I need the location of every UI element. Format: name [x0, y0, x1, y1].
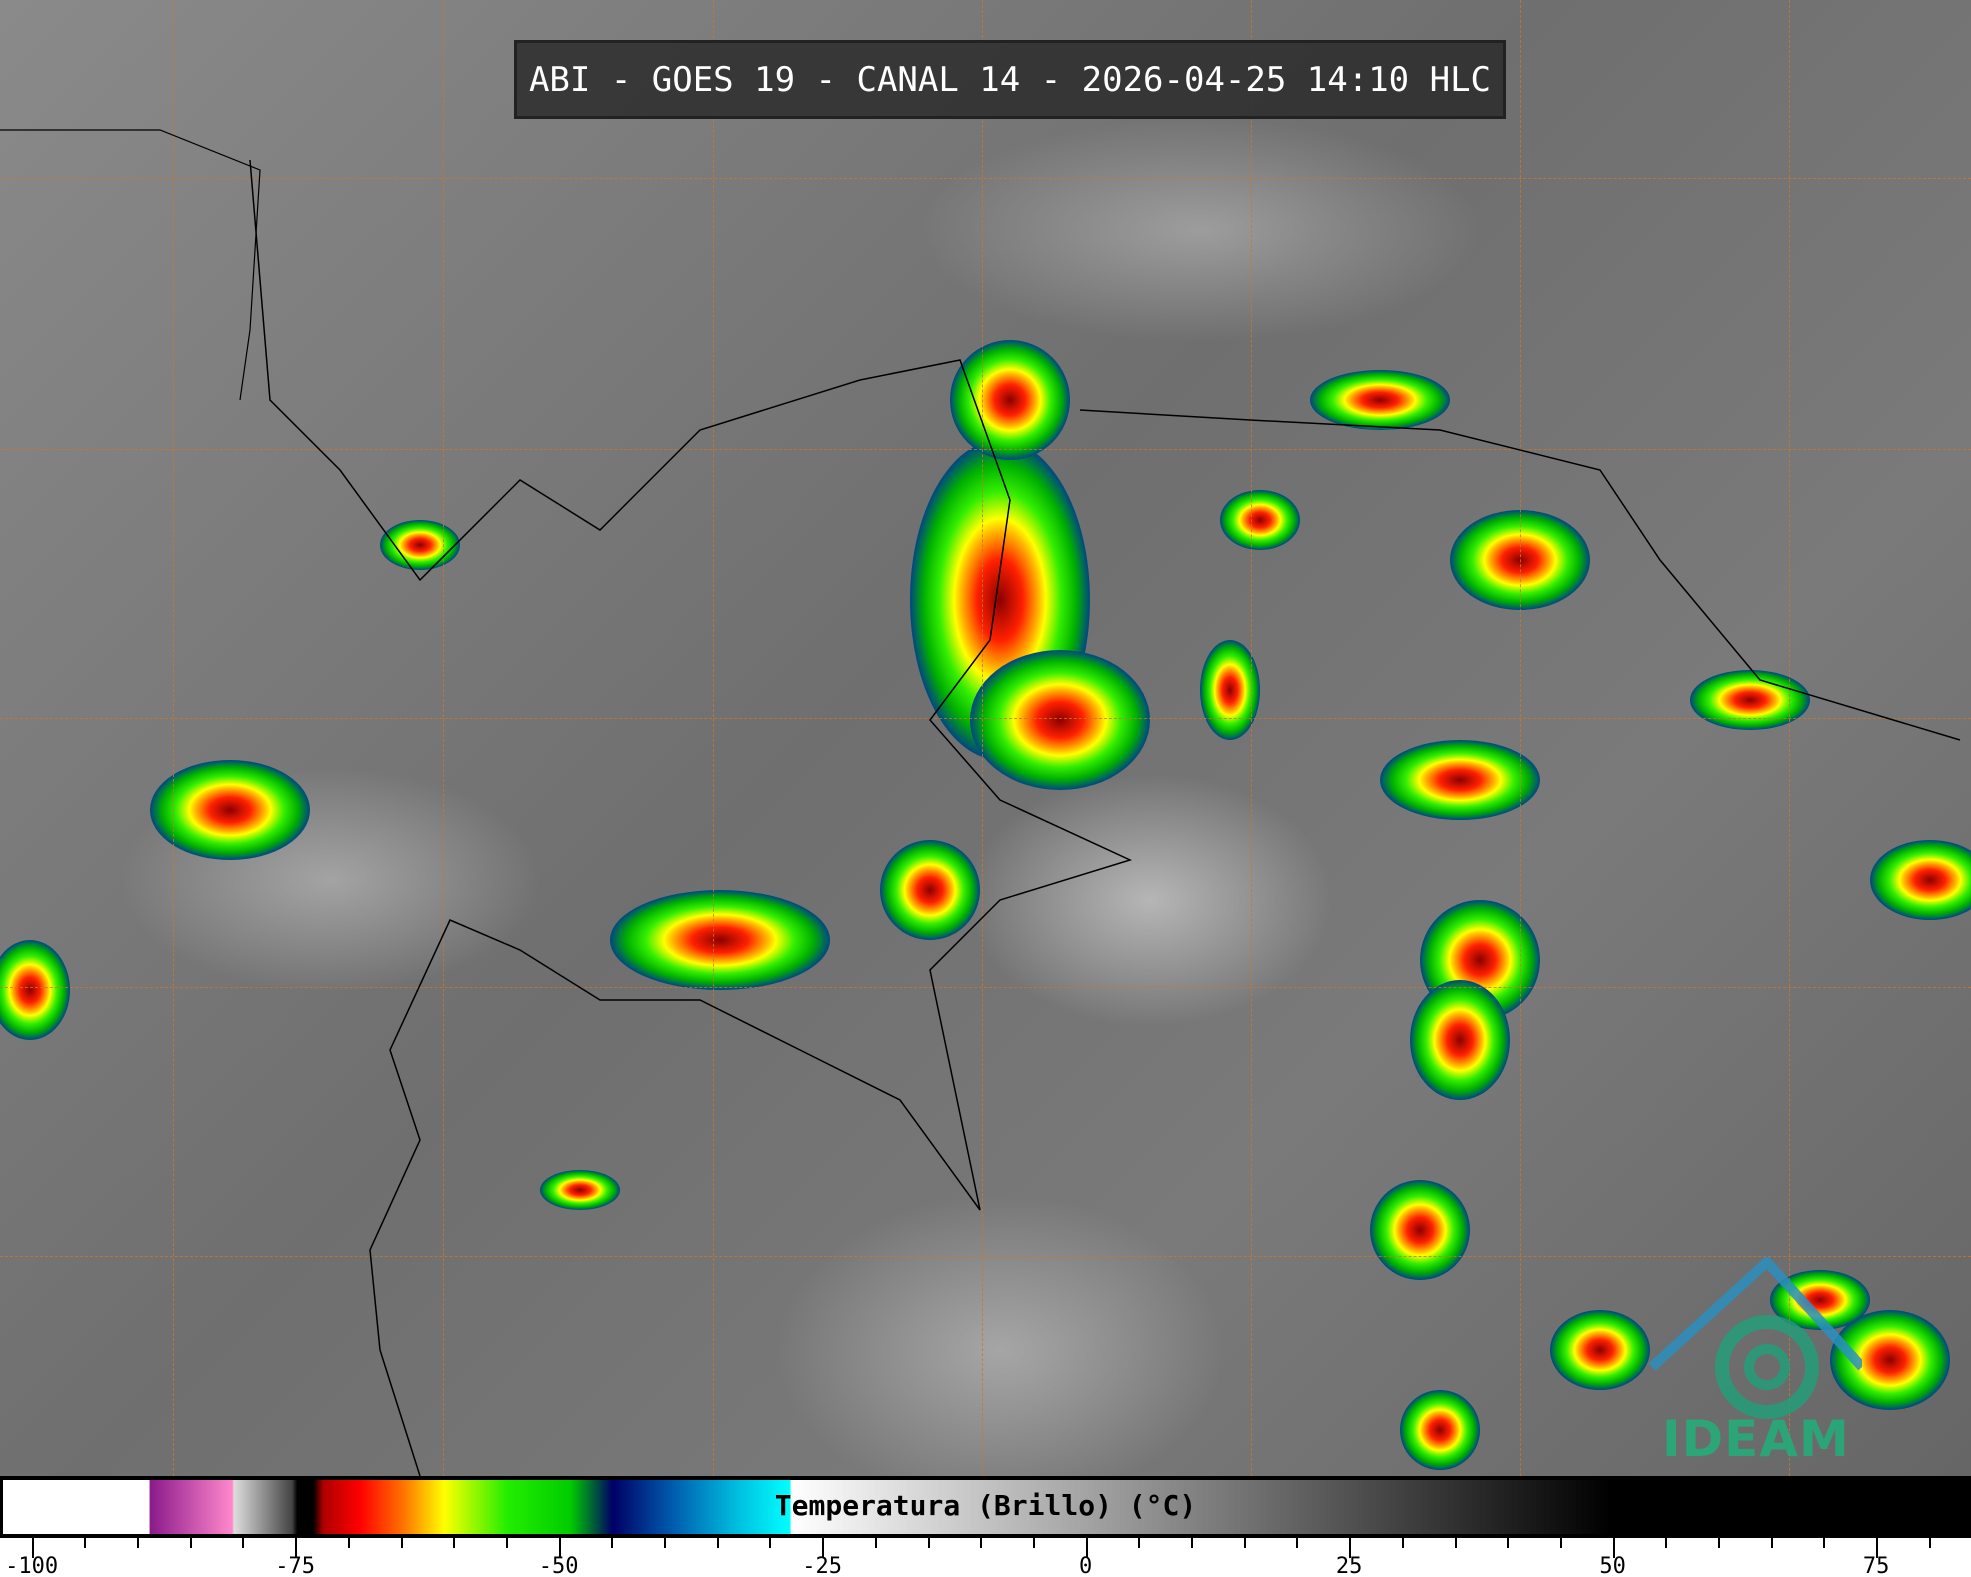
image-title: ABI - GOES 19 - CANAL 14 - 2026-04-25 14… [528, 59, 1492, 100]
convective-cloud [1220, 490, 1300, 550]
minor-tick [1032, 1538, 1035, 1548]
major-tick [1349, 1538, 1352, 1558]
major-tick [822, 1538, 825, 1558]
colorbar: Temperatura (Brillo) (°C) [0, 1476, 1971, 1538]
minor-tick [1401, 1538, 1404, 1548]
convective-cloud [1310, 370, 1450, 430]
minor-tick [927, 1538, 930, 1548]
tick-label: -100 [5, 1554, 59, 1577]
tick-label: 25 [1335, 1554, 1363, 1577]
colorbar-axis: -100 -75 -50 -25 0 25 50 75 [0, 1538, 1971, 1577]
major-tick [295, 1538, 298, 1558]
convective-cloud [1410, 980, 1510, 1100]
tick-label: -75 [275, 1554, 315, 1577]
convective-cloud [1550, 1310, 1650, 1390]
minor-tick [1718, 1538, 1721, 1548]
minor-tick [137, 1538, 140, 1548]
convective-cloud [950, 340, 1070, 460]
convective-cloud [150, 760, 310, 860]
convective-cloud [1200, 640, 1260, 740]
minor-tick [1507, 1538, 1510, 1548]
convective-cloud [1370, 1180, 1470, 1280]
minor-tick [769, 1538, 772, 1548]
minor-tick [505, 1538, 508, 1548]
convective-cloud [1380, 740, 1540, 820]
minor-tick [664, 1538, 667, 1548]
tick-label: -50 [538, 1554, 579, 1577]
minor-tick [1296, 1538, 1299, 1548]
graticule-parallel [0, 449, 1971, 450]
minor-tick [980, 1538, 983, 1548]
minor-tick [1823, 1538, 1826, 1548]
minor-tick [716, 1538, 719, 1548]
minor-tick [1138, 1538, 1141, 1548]
colorbar-gradient [3, 1480, 1968, 1534]
ideam-logo-text: IDEAM [1662, 1410, 1850, 1468]
convective-cloud [970, 650, 1150, 790]
minor-tick [1191, 1538, 1194, 1548]
graticule-parallel [0, 987, 1971, 988]
graticule-meridian [1789, 0, 1790, 1476]
minor-tick [874, 1538, 877, 1548]
minor-tick [1770, 1538, 1773, 1548]
major-tick [1612, 1538, 1615, 1558]
convective-cloud [540, 1170, 620, 1210]
ideam-logo [1648, 1257, 1862, 1419]
graticule-meridian [1520, 0, 1521, 1476]
graticule-meridian [443, 0, 444, 1476]
graticule-parallel [0, 1256, 1971, 1257]
graticule-parallel [0, 718, 1971, 719]
convective-cloud [1870, 840, 1971, 920]
tick-label: 50 [1599, 1554, 1626, 1577]
minor-tick [347, 1538, 350, 1548]
convective-cloud [880, 840, 980, 940]
minor-tick [1665, 1538, 1668, 1548]
minor-tick [1559, 1538, 1562, 1548]
convective-cloud [1690, 670, 1810, 730]
minor-tick [453, 1538, 456, 1548]
minor-tick [1928, 1538, 1931, 1548]
satellite-map [0, 0, 1971, 1476]
major-tick [1085, 1538, 1088, 1558]
graticule-meridian [173, 0, 174, 1476]
image-title-box: ABI - GOES 19 - CANAL 14 - 2026-04-25 14… [514, 40, 1506, 119]
convective-cloud [610, 890, 830, 990]
colorbar-label: Temperatura (Brillo) (°C) [774, 1489, 1197, 1522]
convective-cloud [1400, 1390, 1480, 1470]
graticule-meridian [713, 0, 714, 1476]
minor-tick [84, 1538, 87, 1548]
tick-label: 0 [1079, 1554, 1093, 1577]
major-tick [1876, 1538, 1879, 1558]
tick-label: 75 [1862, 1554, 1890, 1577]
minor-tick [1454, 1538, 1457, 1548]
minor-tick [189, 1538, 192, 1548]
graticule-meridian [1251, 0, 1252, 1476]
tick-label: -25 [802, 1554, 842, 1577]
graticule-meridian [982, 0, 983, 1476]
minor-tick [400, 1538, 403, 1548]
major-tick [31, 1538, 34, 1558]
country-borders [0, 129, 1961, 1476]
graticule-parallel [0, 178, 1971, 179]
convective-cloud [380, 520, 460, 570]
major-tick [558, 1538, 561, 1558]
minor-tick [1243, 1538, 1246, 1548]
convective-cloud [0, 940, 70, 1040]
minor-tick [242, 1538, 245, 1548]
minor-tick [611, 1538, 614, 1548]
